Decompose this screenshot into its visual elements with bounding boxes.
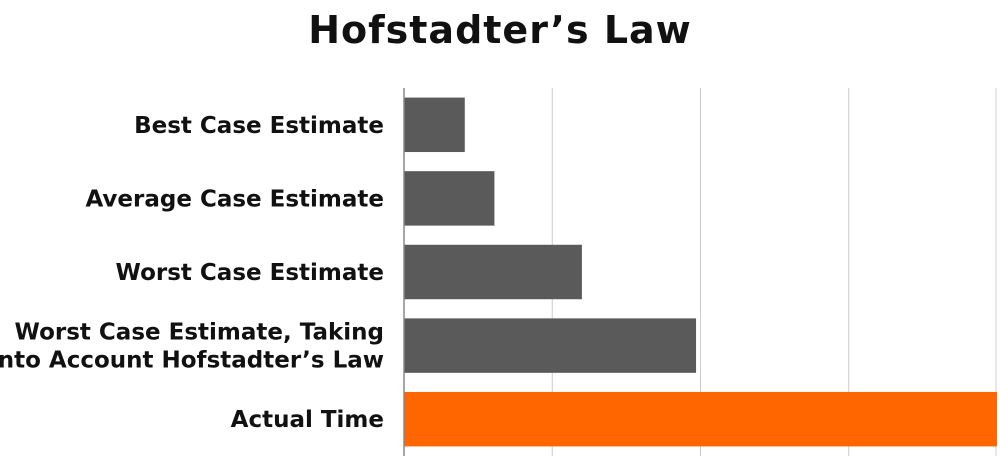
category-label-2: Average Case Estimate: [85, 186, 384, 212]
category-label-5: Actual Time: [231, 407, 384, 433]
bar-1: [404, 97, 465, 153]
category-label-1: Best Case Estimate: [134, 113, 384, 139]
category-labels: Best Case Estimate Average Case Estimate W…: [0, 113, 384, 433]
bar-5: [404, 391, 997, 447]
chart-title: Hofstadter’s Law: [308, 8, 692, 52]
bars: [404, 97, 997, 447]
bar-4: [404, 318, 697, 373]
bar-2: [404, 171, 495, 226]
category-label-4: Worst Case Estimate, Taking Into Account …: [0, 320, 384, 374]
bar-3: [404, 244, 582, 300]
category-label-3: Worst Case Estimate: [116, 260, 384, 286]
